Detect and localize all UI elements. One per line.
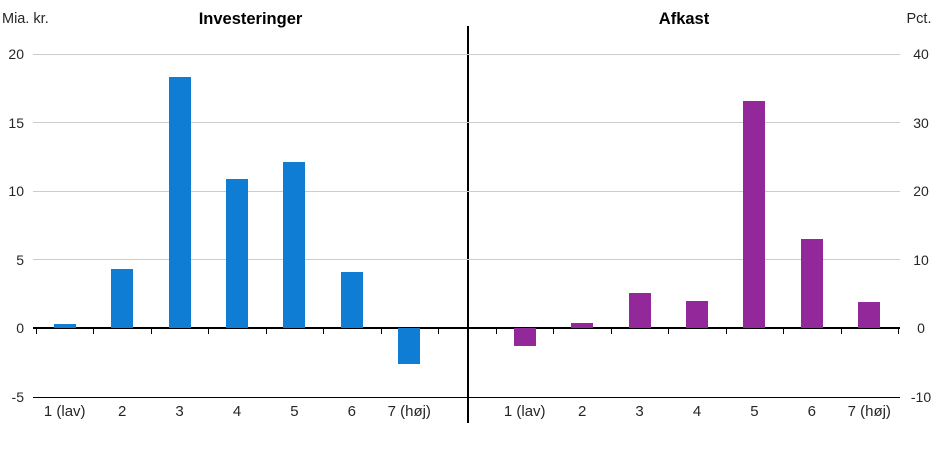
y-axis-tick-label: 5 [16,251,24,268]
bar [571,322,594,329]
x-axis-category-label: 2 [577,403,587,420]
x-axis-category-label: 7 (høj) [387,403,431,420]
bar [226,178,248,329]
y-axis-tick-label: 30 [913,114,929,131]
x-axis-tick-mark [898,329,899,335]
x-axis-category-label: 1 (lav) [503,403,546,420]
panel-divider-line [467,26,469,423]
x-axis-category-label: 6 [347,403,357,420]
x-axis-category-label: 1 (lav) [43,403,86,420]
x-axis-category-label: 3 [635,403,644,420]
bar [283,162,306,329]
x-axis-tick-mark [265,329,267,335]
zero-axis-line [33,327,900,330]
x-axis-tick-mark [150,329,152,335]
x-axis-category-label: 6 [807,403,817,420]
x-axis-tick-mark [668,329,670,335]
x-axis-tick-mark [208,329,210,335]
panel-title-afkast: Afkast [658,10,710,28]
bar [513,328,536,346]
bar [800,239,823,329]
x-axis-tick-mark [323,329,325,335]
x-axis-tick-mark [438,329,439,335]
x-axis-tick-mark [783,329,785,335]
x-axis-category-label: 4 [692,403,702,420]
bar [111,269,134,329]
x-axis-tick-mark [610,329,612,335]
y-axis-tick-label: 20 [8,46,24,62]
bar [858,301,881,329]
x-axis-category-label: 5 [290,403,299,420]
y-axis-tick-label: -5 [11,389,24,405]
gridline [33,190,900,192]
x-axis-tick-mark [496,329,497,335]
x-axis-category-label: 7 (høj) [847,403,891,420]
left-axis-unit-label: Mia. kr. [2,11,49,27]
x-axis-category-label: 3 [175,403,184,420]
bar [53,324,76,329]
y-axis-tick-label: 10 [913,251,929,268]
bottom-axis-line [33,396,900,398]
bar [398,328,421,365]
gridline [33,259,900,261]
gridline [33,122,900,124]
x-axis-tick-mark [725,329,727,335]
x-axis-category-label: 4 [232,403,242,420]
bar [628,293,651,329]
bar [686,300,708,329]
bar [168,77,191,329]
bar [743,100,766,329]
x-axis-tick-mark [840,329,842,335]
x-axis-category-label: 5 [750,403,759,420]
x-axis-tick-mark [380,329,382,335]
bar [340,272,363,329]
y-axis-tick-label: 40 [913,46,929,62]
y-axis-tick-label: 0 [917,320,925,337]
panel-title-investeringer: Investeringer [198,10,303,28]
x-axis-tick-mark [93,329,95,335]
y-axis-tick-label: 0 [16,320,24,337]
right-axis-unit-label: Pct. [906,11,932,27]
gridline [33,53,900,55]
y-axis-tick-label: 10 [8,183,24,200]
x-axis-tick-mark [36,329,37,335]
y-axis-tick-label: 20 [913,183,929,200]
y-axis-tick-label: -10 [910,389,932,405]
x-axis-category-label: 2 [117,403,127,420]
y-axis-tick-label: 15 [8,114,24,131]
x-axis-tick-mark [553,329,555,335]
